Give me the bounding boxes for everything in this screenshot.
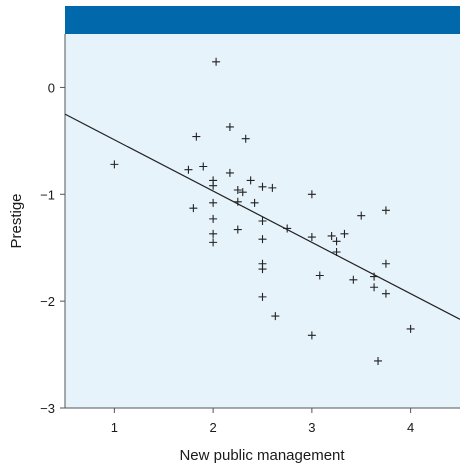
data-point <box>189 204 198 213</box>
data-point <box>340 229 349 238</box>
data-point <box>238 188 247 197</box>
data-point <box>268 183 277 192</box>
x-tick-label: 1 <box>111 420 118 435</box>
data-point <box>250 198 259 207</box>
data-point <box>374 356 383 365</box>
data-point <box>258 182 267 191</box>
data-point <box>241 134 250 143</box>
regression-line <box>64 113 460 320</box>
data-point <box>199 162 208 171</box>
data-point <box>381 289 390 298</box>
data-point <box>381 206 390 215</box>
x-tick-label: 4 <box>407 420 414 435</box>
x-tick-label: 3 <box>308 420 315 435</box>
data-point <box>225 122 234 131</box>
data-point <box>327 231 336 240</box>
data-point <box>283 224 292 233</box>
x-axis-title: New public management <box>179 447 345 464</box>
data-point <box>406 324 415 333</box>
data-point <box>258 217 267 225</box>
header-band <box>65 6 460 34</box>
data-point <box>233 197 242 206</box>
data-point <box>258 292 267 301</box>
x-tick-label: 2 <box>210 420 217 435</box>
x-axis-ticks: 1 2 3 4 <box>111 408 414 435</box>
data-point <box>258 235 267 244</box>
data-point <box>332 247 341 256</box>
data-point <box>209 181 218 190</box>
data-point <box>184 165 193 174</box>
data-point <box>233 225 242 234</box>
data-point <box>110 160 119 169</box>
data-point <box>357 211 366 220</box>
y-tick-label: −1 <box>40 187 55 202</box>
data-point <box>381 259 390 268</box>
data-point <box>225 168 234 177</box>
data-point <box>233 186 242 195</box>
data-point <box>209 198 218 207</box>
data-points <box>110 57 415 365</box>
data-point <box>192 132 201 141</box>
y-axis-title: Prestige <box>8 193 25 248</box>
data-point <box>370 283 379 292</box>
data-point <box>258 265 267 274</box>
data-point <box>349 275 358 284</box>
y-tick-label: −3 <box>40 401 55 416</box>
y-axis-ticks: 0 −1 −2 −3 <box>40 80 65 416</box>
data-point <box>212 57 221 66</box>
data-point <box>370 272 379 281</box>
data-point <box>315 271 324 280</box>
y-tick-label: 0 <box>48 80 55 95</box>
data-point <box>209 229 218 238</box>
data-point <box>271 312 280 321</box>
data-point <box>307 233 316 242</box>
data-point <box>307 331 316 340</box>
data-point <box>246 176 255 185</box>
data-point <box>209 238 218 247</box>
data-point <box>209 214 218 223</box>
data-point <box>307 190 316 199</box>
data-point <box>332 237 341 246</box>
y-tick-label: −2 <box>40 294 55 309</box>
